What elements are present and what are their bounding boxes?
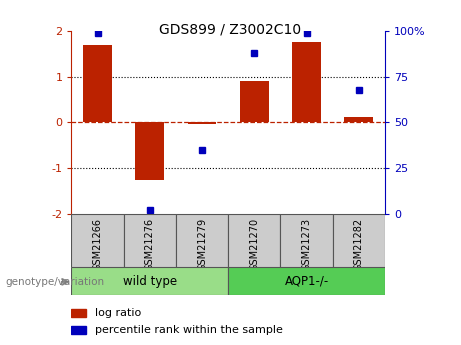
Text: GSM21266: GSM21266	[93, 218, 103, 271]
Text: wild type: wild type	[123, 275, 177, 288]
Bar	[240, 81, 269, 122]
Bar	[280, 214, 333, 267]
Text: genotype/variation: genotype/variation	[6, 277, 105, 287]
Bar	[228, 267, 385, 295]
Bar	[228, 214, 280, 267]
Text: GSM21276: GSM21276	[145, 218, 155, 271]
Bar	[124, 214, 176, 267]
Text: log ratio: log ratio	[95, 308, 141, 318]
Bar	[188, 122, 216, 124]
Bar	[71, 214, 124, 267]
Bar	[71, 326, 86, 334]
Text: GSM21270: GSM21270	[249, 218, 260, 271]
Bar	[333, 214, 385, 267]
Bar	[136, 122, 164, 180]
Bar	[71, 309, 86, 317]
Bar	[83, 45, 112, 122]
Text: AQP1-/-: AQP1-/-	[284, 275, 329, 288]
Text: GSM21273: GSM21273	[301, 218, 312, 271]
Bar	[71, 267, 228, 295]
Bar	[344, 117, 373, 122]
Text: GSM21279: GSM21279	[197, 218, 207, 271]
Text: GDS899 / Z3002C10: GDS899 / Z3002C10	[160, 22, 301, 37]
Bar	[176, 214, 228, 267]
Text: GSM21282: GSM21282	[354, 218, 364, 271]
Text: percentile rank within the sample: percentile rank within the sample	[95, 325, 283, 335]
Bar	[292, 42, 321, 122]
